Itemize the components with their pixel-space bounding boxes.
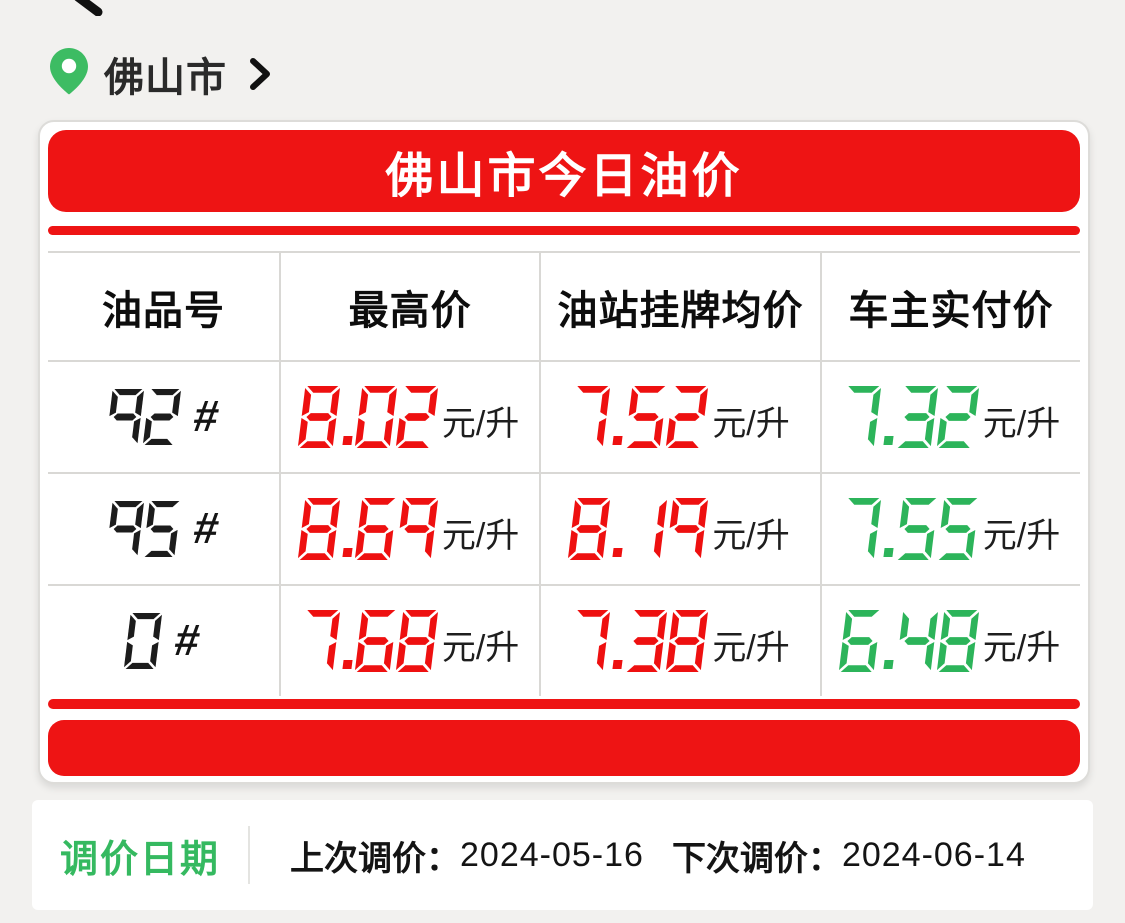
price-unit: 元/升 bbox=[712, 517, 790, 555]
table-row-0-product: # bbox=[48, 584, 282, 696]
lcd-product-number bbox=[124, 613, 163, 669]
table-cell-92-max: 元/升 bbox=[281, 360, 542, 472]
price-unit: 元/升 bbox=[982, 517, 1061, 555]
hash-symbol: # bbox=[171, 616, 204, 665]
card-footer-banner bbox=[48, 720, 1080, 776]
next-adjustment-label: 下次调价： bbox=[671, 839, 842, 878]
next-adjustment-date: 2024-06-14 bbox=[841, 835, 1026, 874]
lcd-product-number bbox=[109, 389, 181, 445]
decorative-stripe-bottom bbox=[48, 699, 1080, 709]
price-unit: 元/升 bbox=[982, 405, 1061, 443]
hash-symbol: # bbox=[190, 392, 222, 441]
table-row-95-product: # bbox=[48, 472, 282, 584]
lcd-price-value bbox=[301, 610, 438, 672]
price-unit: 元/升 bbox=[441, 405, 520, 443]
fuel-price-card: 佛山市今日油价 油品号 最高价 油站挂牌均价 车主实付价 # 元/升 元/升 bbox=[38, 120, 1090, 784]
next-adjustment: 下次调价： 2024-06-14 bbox=[672, 831, 1026, 880]
lcd-price-value bbox=[568, 498, 709, 560]
location-pin-icon bbox=[50, 48, 88, 100]
table-cell-0-paid: 元/升 bbox=[822, 584, 1080, 696]
lcd-product-number bbox=[109, 501, 180, 557]
table-cell-0-max: 元/升 bbox=[281, 584, 542, 696]
lcd-price-value bbox=[571, 386, 709, 448]
lcd-price-value bbox=[842, 386, 979, 448]
adjustment-date-label: 调价日期 bbox=[60, 838, 221, 881]
lcd-price-value bbox=[297, 386, 438, 448]
decorative-stripe-top bbox=[48, 226, 1080, 235]
chevron-right-icon[interactable] bbox=[249, 58, 271, 90]
price-unit: 元/升 bbox=[441, 517, 520, 555]
lcd-price-value bbox=[842, 498, 978, 560]
price-adjustment-strip: 调价日期 上次调价： 2024-05-16 下次调价： 2024-06-14 bbox=[32, 800, 1093, 910]
table-cell-95-paid: 元/升 bbox=[822, 472, 1080, 584]
table-cell-95-max: 元/升 bbox=[281, 472, 542, 584]
location-name[interactable]: 佛山市 bbox=[104, 56, 227, 100]
lcd-price-value bbox=[297, 498, 438, 560]
last-adjustment-label: 上次调价： bbox=[290, 839, 461, 878]
price-unit: 元/升 bbox=[441, 629, 520, 667]
card-title: 佛山市今日油价 bbox=[385, 150, 743, 203]
table-cell-95-avg: 元/升 bbox=[541, 472, 822, 584]
last-adjustment: 上次调价： 2024-05-16 bbox=[290, 831, 644, 880]
card-title-banner: 佛山市今日油价 bbox=[48, 130, 1080, 212]
lcd-price-value bbox=[571, 610, 709, 672]
price-unit: 元/升 bbox=[712, 405, 790, 443]
last-adjustment-date: 2024-05-16 bbox=[460, 835, 644, 874]
table-cell-92-paid: 元/升 bbox=[822, 360, 1080, 472]
vertical-divider bbox=[248, 826, 251, 884]
price-unit: 元/升 bbox=[712, 629, 790, 667]
back-chevron-icon[interactable] bbox=[74, 0, 104, 21]
col-header-avg-price: 油站挂牌均价 bbox=[541, 251, 822, 360]
location-selector[interactable]: 佛山市 bbox=[50, 48, 271, 100]
table-cell-92-avg: 元/升 bbox=[541, 360, 822, 472]
col-header-paid-price: 车主实付价 bbox=[822, 251, 1080, 360]
fuel-price-table: 油品号 最高价 油站挂牌均价 车主实付价 # 元/升 元/升 元/升 bbox=[48, 251, 1080, 696]
col-header-product: 油品号 bbox=[48, 251, 282, 360]
lcd-price-value bbox=[838, 610, 979, 672]
table-cell-0-avg: 元/升 bbox=[541, 584, 822, 696]
table-row-92-product: # bbox=[48, 360, 282, 472]
col-header-max-price: 最高价 bbox=[281, 251, 542, 360]
hash-symbol: # bbox=[190, 504, 222, 553]
price-unit: 元/升 bbox=[982, 629, 1061, 667]
